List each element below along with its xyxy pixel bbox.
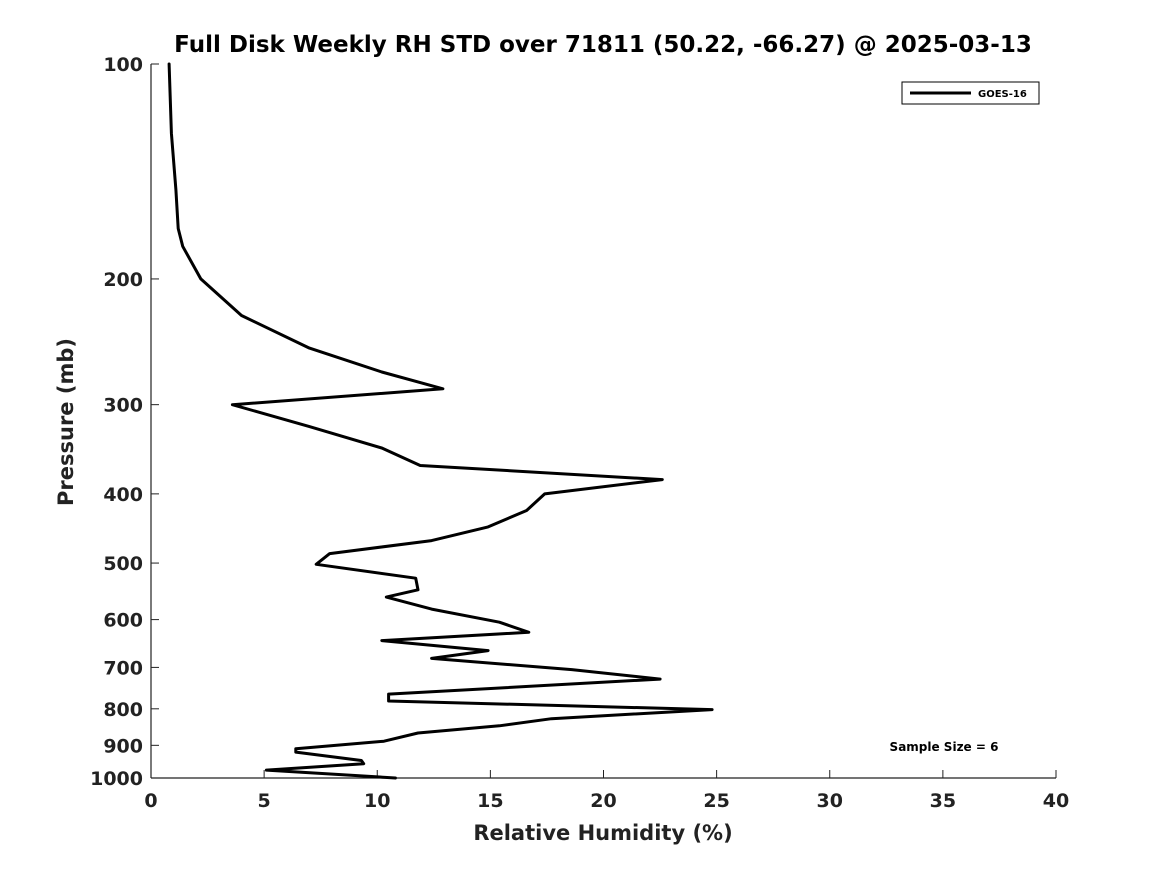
y-tick-label: 200: [103, 269, 143, 291]
y-tick-label: 500: [103, 553, 143, 575]
y-tick-label: 1000: [90, 768, 143, 790]
y-tick-label: 400: [103, 484, 143, 506]
legend: GOES-16: [901, 81, 1040, 105]
x-axis-ticks: 0 5 10 15 20 25 30 35 40: [144, 770, 1069, 812]
y-tick-label: 100: [103, 54, 143, 76]
x-tick-label: 15: [477, 790, 503, 812]
y-tick-label: 700: [103, 657, 143, 679]
y-tick-label: 600: [103, 610, 143, 632]
y-tick-label: 800: [103, 699, 143, 721]
x-tick-label: 40: [1043, 790, 1069, 812]
series-line-goes-16: [167, 62, 714, 780]
x-tick-label: 10: [364, 790, 390, 812]
y-tick-label: 300: [103, 395, 143, 417]
y-axis-ticks: 100 200 300 400 500 600 700 800 900 1000: [90, 54, 159, 790]
x-tick-label: 35: [930, 790, 956, 812]
legend-entry-goes-16: GOES-16: [978, 89, 1027, 100]
x-tick-label: 25: [703, 790, 729, 812]
chart-title: Full Disk Weekly RH STD over 71811 (50.2…: [174, 32, 1032, 58]
sample-size-annotation: Sample Size = 6: [890, 740, 999, 754]
y-axis-label: Pressure (mb): [54, 338, 78, 506]
y-tick-label: 900: [103, 735, 143, 757]
x-tick-label: 30: [817, 790, 843, 812]
x-tick-label: 0: [144, 790, 157, 812]
x-axis-label: Relative Humidity (%): [473, 821, 732, 845]
x-tick-label: 5: [258, 790, 271, 812]
x-tick-label: 20: [590, 790, 616, 812]
